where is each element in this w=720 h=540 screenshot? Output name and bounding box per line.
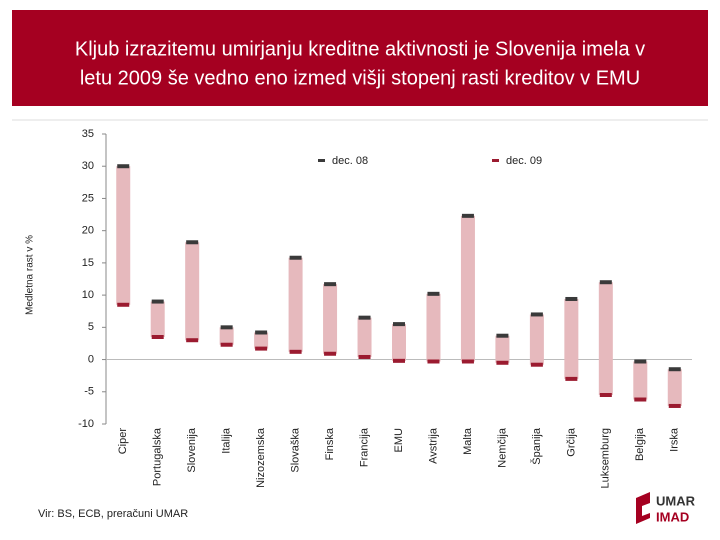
range-bar: [392, 324, 406, 361]
marker: [255, 346, 268, 351]
title-line: letu 2009 še vedno eno izmed višji stope…: [80, 67, 640, 89]
source-note: Vir: BS, ECB, preračuni UMAR: [38, 508, 188, 520]
marker: [358, 354, 371, 359]
legend-swatch: [318, 159, 325, 162]
marker: [220, 325, 233, 330]
x-tick-label: Nizozemska: [255, 427, 267, 488]
range-bar: [667, 369, 682, 406]
range-bar: [323, 284, 338, 354]
x-tick-label: Italija: [221, 427, 233, 454]
y-tick-label: 25: [82, 192, 94, 204]
x-tick-label: Španija: [530, 427, 543, 465]
x-tick-label: Slovaška: [289, 427, 301, 473]
logo-mark: [642, 503, 650, 516]
marker: [496, 360, 509, 365]
range-bar: [288, 257, 303, 352]
marker: [393, 358, 405, 363]
marker: [461, 213, 474, 218]
marker: [186, 240, 199, 245]
range-bar: [185, 242, 200, 341]
marker: [634, 397, 647, 402]
range-bar: [460, 215, 475, 362]
marker: [358, 315, 371, 320]
marker: [220, 342, 233, 347]
x-tick-label: EMU: [393, 428, 405, 453]
x-tick-label: Avstrija: [427, 427, 439, 464]
x-tick-label: Luksemburg: [600, 428, 612, 489]
marker: [324, 351, 337, 356]
y-tick-label: -5: [84, 386, 94, 398]
marker: [151, 335, 164, 339]
marker: [289, 349, 302, 354]
y-tick-label: 15: [82, 257, 94, 269]
marker: [496, 333, 509, 338]
legend-label: dec. 09: [506, 155, 542, 167]
marker: [393, 322, 405, 327]
marker: [461, 359, 474, 364]
marker: [565, 376, 578, 381]
marker: [634, 359, 647, 364]
range-bar: [150, 301, 165, 337]
logo-text: UMAR: [656, 493, 696, 508]
marker: [427, 359, 440, 364]
header-band: [12, 10, 708, 106]
legend-swatch: [492, 159, 499, 162]
marker: [289, 255, 302, 260]
marker: [599, 280, 612, 285]
range-bar: [116, 166, 131, 305]
x-tick-label: Belgija: [634, 427, 646, 461]
x-tick-label: Ciper: [117, 428, 129, 455]
x-tick-label: Portugalska: [152, 427, 164, 486]
marker: [151, 299, 164, 304]
marker: [599, 393, 612, 397]
logo-text: IMAD: [656, 509, 689, 524]
range-bar: [598, 282, 613, 395]
marker: [117, 302, 130, 307]
x-tick-label: Francija: [358, 427, 370, 467]
marker: [117, 164, 130, 169]
x-tick-label: Slovenija: [186, 427, 198, 473]
marker: [324, 282, 337, 287]
x-tick-label: Irska: [669, 427, 681, 452]
y-tick-label: 10: [82, 289, 94, 301]
x-tick-label: Malta: [462, 427, 474, 455]
y-tick-label: 20: [82, 225, 94, 237]
x-tick-label: Nemčija: [496, 427, 508, 468]
legend-label: dec. 08: [332, 155, 368, 167]
x-tick-label: Finska: [324, 427, 336, 460]
range-bar: [495, 335, 510, 363]
y-tick-label: 35: [82, 128, 94, 140]
range-bar: [564, 298, 579, 379]
y-axis-label: Medletna rast v %: [25, 235, 36, 315]
marker: [565, 296, 578, 301]
title-line: Kljub izrazitemu umirjanju kreditne akti…: [75, 38, 645, 60]
range-bar: [633, 361, 648, 400]
marker: [186, 338, 199, 343]
logo: UMAR IMAD: [636, 492, 696, 524]
range-bar: [426, 293, 441, 362]
marker: [668, 403, 681, 408]
marker: [255, 330, 268, 335]
y-tick-label: 0: [88, 353, 94, 365]
range-bar: [219, 327, 234, 345]
y-tick-label: -10: [78, 418, 94, 430]
marker: [530, 312, 543, 317]
range-bar: [357, 317, 372, 357]
range-bar: [254, 332, 269, 349]
marker: [668, 367, 681, 372]
range-bar: [529, 314, 544, 365]
x-tick-label: Grčija: [565, 427, 577, 457]
marker: [427, 291, 440, 296]
y-tick-label: 30: [82, 160, 94, 172]
marker: [530, 362, 543, 367]
y-tick-label: 5: [88, 321, 94, 333]
